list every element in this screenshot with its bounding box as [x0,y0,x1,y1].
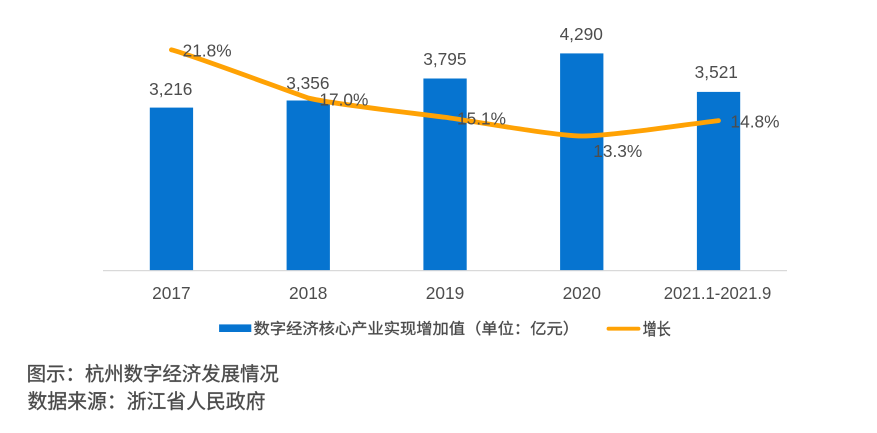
svg-text:3,521: 3,521 [695,62,738,82]
svg-text:3,216: 3,216 [149,79,192,99]
svg-text:17.0%: 17.0% [319,90,368,110]
svg-text:3,795: 3,795 [423,49,466,69]
svg-text:2017: 2017 [152,283,190,303]
svg-text:15.1%: 15.1% [457,109,506,129]
svg-text:3,356: 3,356 [286,73,329,93]
svg-text:21.8%: 21.8% [183,40,232,60]
svg-text:2019: 2019 [426,283,464,303]
svg-text:4,290: 4,290 [560,24,603,44]
svg-text:2020: 2020 [563,283,601,303]
svg-text:13.3%: 13.3% [593,141,642,161]
svg-text:2018: 2018 [289,283,327,303]
svg-text:14.8%: 14.8% [730,112,779,132]
svg-text:2021.1-2021.9: 2021.1-2021.9 [664,283,772,303]
